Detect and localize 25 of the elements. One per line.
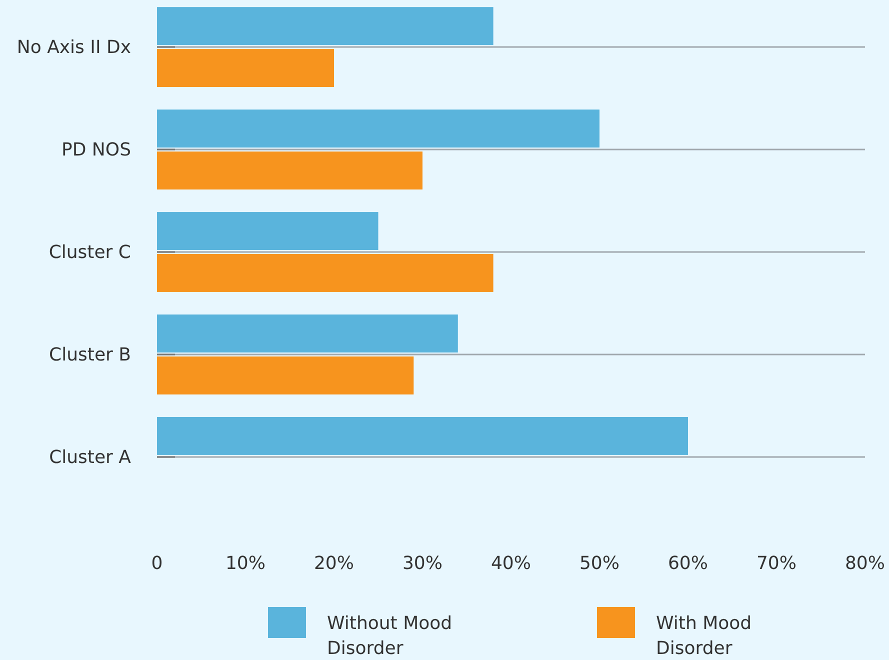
bar [157, 416, 688, 455]
bar [157, 110, 600, 148]
bar [157, 254, 494, 292]
y-tick-label: Cluster C [48, 242, 131, 263]
x-tick-label: 70% [756, 553, 797, 574]
bar [157, 212, 378, 250]
x-tick-label: 60% [668, 553, 708, 574]
x-tick-label: 0 [151, 553, 163, 574]
bar [157, 152, 422, 190]
y-tick-label: PD NOS [62, 140, 131, 161]
x-tick-label: 20% [314, 553, 354, 574]
legend-label: Without Mood Disorder [327, 613, 452, 659]
x-tick-label: 10% [225, 553, 266, 574]
bar [157, 356, 414, 394]
bar [157, 49, 334, 88]
bar [157, 314, 458, 352]
y-tick-label: Cluster B [49, 344, 131, 366]
x-tick-label: 40% [490, 553, 532, 574]
x-tick-label: 80% [844, 553, 886, 574]
y-tick-label: No Axis II Dx [16, 37, 132, 58]
bar [157, 7, 494, 46]
y-tick-label: Cluster A [49, 446, 132, 468]
x-tick-label: 30% [402, 553, 443, 574]
x-tick-label: 50% [579, 553, 620, 574]
legend-label: With Mood Disorder [656, 613, 752, 659]
